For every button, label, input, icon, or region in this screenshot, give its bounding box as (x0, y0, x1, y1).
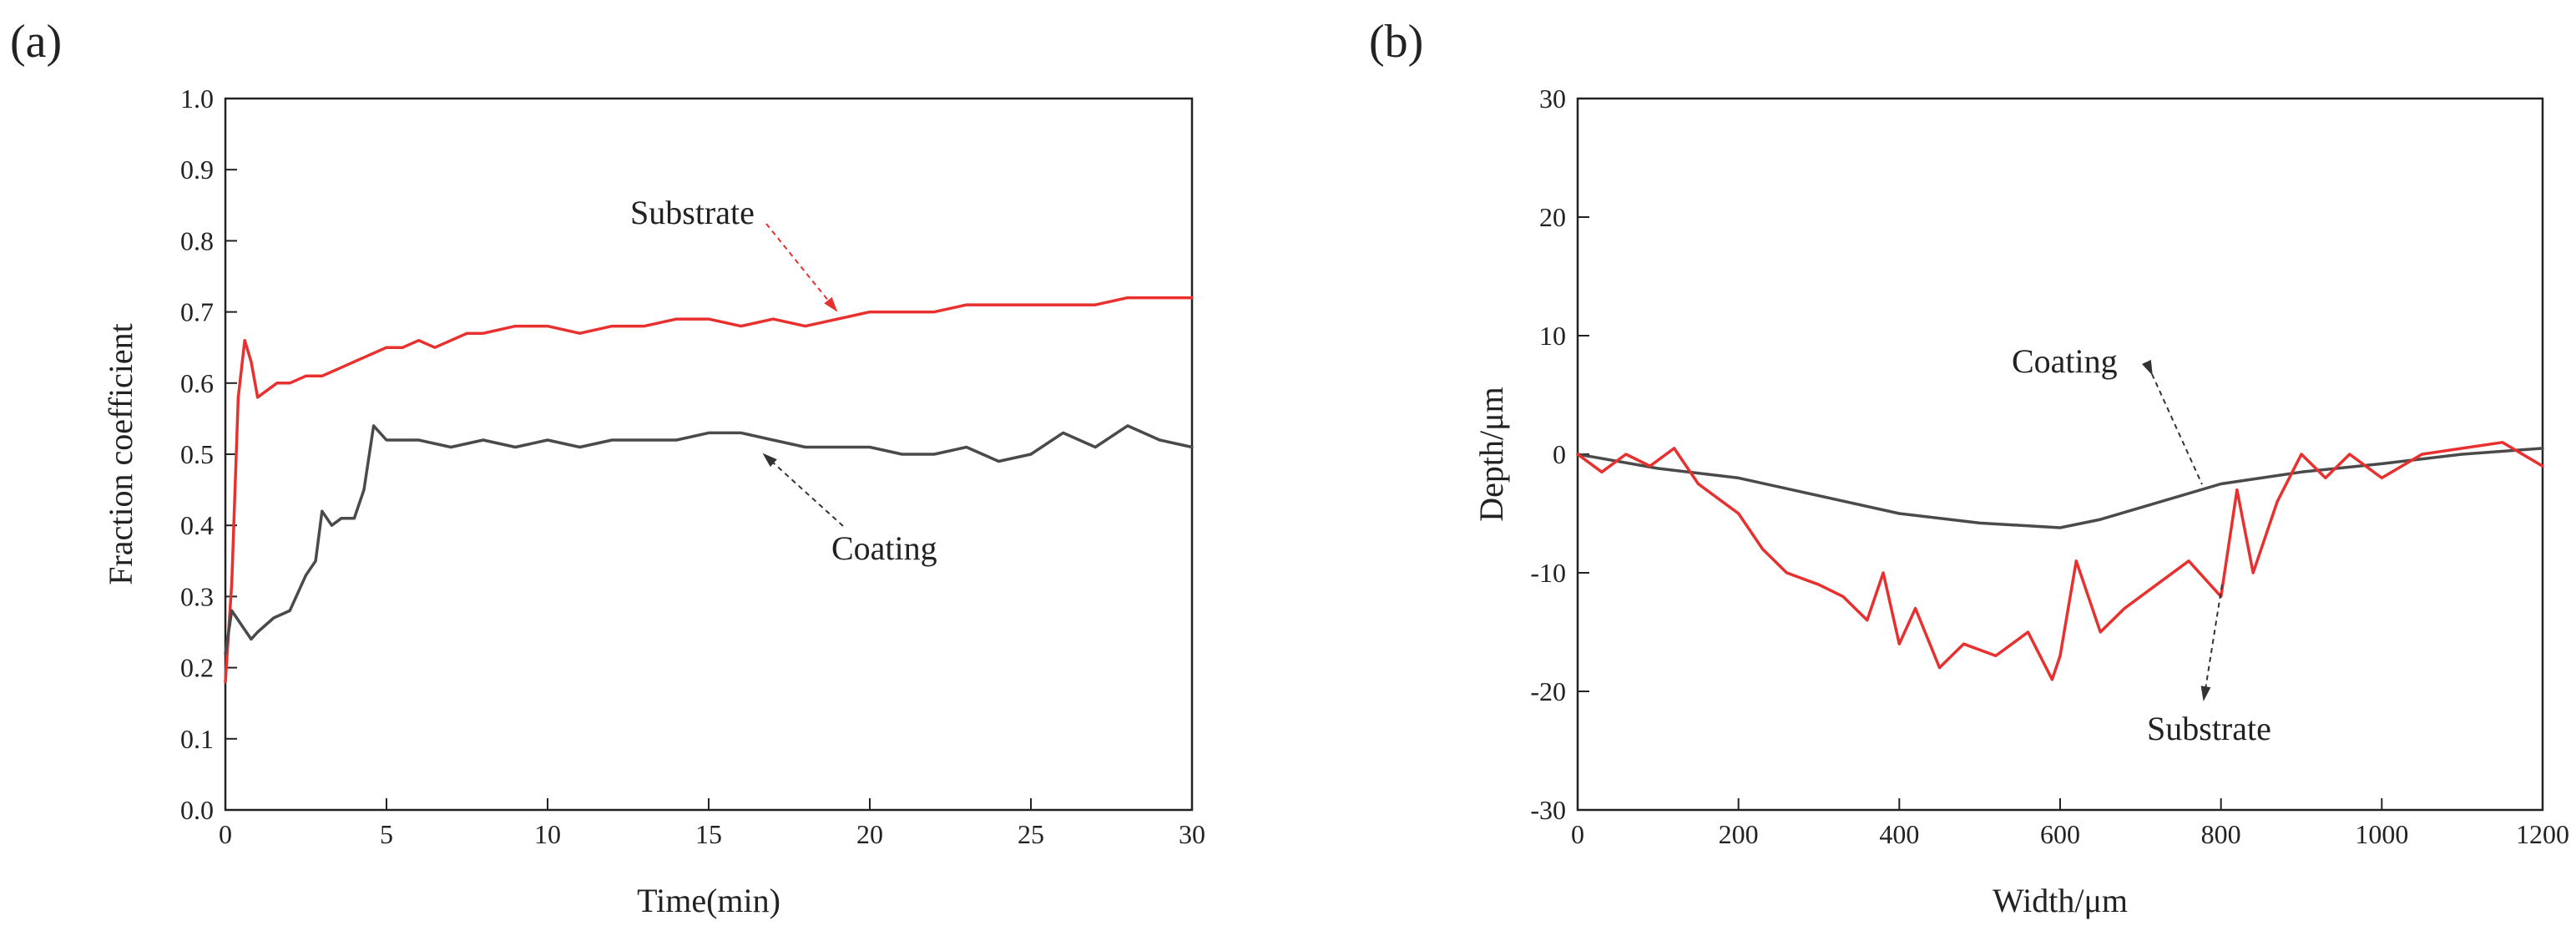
panel-a-substrate-series-line (224, 296, 1194, 684)
panel-b-substrate-arrow (2200, 584, 2223, 701)
panel-b-x-tick-label: 1200 (2516, 819, 2569, 849)
panel-a-x-tick-label: 30 (1179, 819, 1205, 849)
panel-b-substrate-series-line (1576, 441, 2544, 681)
panel-b-y-tick-label: -30 (1530, 795, 1566, 825)
panel-b-y-tick-label: 0 (1553, 439, 1566, 469)
panel-a-ticks: 0 5 10 15 20 25 30 0.0 0.1 0.2 0.3 0.4 0.5 0.6 0.7 0.8 0… (180, 83, 1205, 849)
panel-a-y-tick-label: 0.0 (180, 795, 214, 825)
panel-b-coating-annotation: Coating (2012, 342, 2118, 380)
panel-a-y-tick-label: 1.0 (180, 83, 214, 114)
panel-b-series (1576, 441, 2544, 681)
panel-a-substrate-annotation: Substrate (630, 194, 755, 231)
panel-a-series (224, 296, 1194, 684)
panel-b-y-tick-label: -20 (1530, 676, 1566, 706)
panel-a-coating-arrow (762, 453, 844, 527)
panel-b-y-tick-label: 20 (1539, 202, 1566, 232)
panel-b-x-axis-label: Width/μm (1993, 882, 2128, 919)
panel-a-y-tick-label: 0.6 (180, 368, 214, 398)
panel-b-y-axis-label: Depth/μm (1472, 387, 1510, 521)
panel-a-y-tick-label: 0.9 (180, 154, 214, 185)
panel-a-x-axis-label: Time(min) (637, 882, 780, 919)
panel-a-label: (a) (10, 16, 62, 68)
panel-a-coating-series-line (224, 424, 1194, 655)
panel-b-coating-series-line (1576, 447, 2544, 529)
panel-a-y-tick-label: 0.5 (180, 439, 214, 469)
panel-a-y-tick-label: 0.3 (180, 581, 214, 611)
panel-a-y-tick-label: 0.1 (180, 724, 214, 754)
panel-a-y-tick-label: 0.2 (180, 653, 214, 683)
panel-a-x-tick-label: 25 (1018, 819, 1044, 849)
panel-a-coating-annotation: Coating (831, 529, 937, 567)
panel-a-x-tick-label: 10 (534, 819, 561, 849)
panel-a-y-axis-label: Fraction coefficient (102, 323, 139, 585)
panel-b-ticks: 0 200 400 600 800 1000 1200 -30 -20 -10 0 10 20 30 (1530, 83, 2569, 849)
panel-b-plot-frame (1576, 97, 2544, 812)
panel-b-y-tick-label: 30 (1539, 83, 1566, 114)
panel-a-y-tick-label: 0.4 (180, 510, 214, 540)
panel-b-x-tick-label: 600 (2040, 819, 2080, 849)
panel-b-x-tick-label: 1000 (2355, 819, 2408, 849)
panel-a-x-tick-label: 5 (380, 819, 393, 849)
panel-b-x-tick-label: 400 (1879, 819, 1919, 849)
panel-a-x-tick-label: 15 (695, 819, 722, 849)
panel-a-y-tick-label: 0.8 (180, 225, 214, 256)
panel-b: (b) 0 200 400 600 800 1000 1200 -30 -20 -10 0 10 20 3… (1369, 16, 2569, 919)
panel-b-label: (b) (1369, 16, 1423, 68)
panel-b-x-tick-label: 0 (1571, 819, 1584, 849)
panel-a-x-tick-label: 20 (856, 819, 883, 849)
panel-b-x-tick-label: 200 (1719, 819, 1759, 849)
panel-a-x-tick-label: 0 (219, 819, 232, 849)
panel-a-y-tick-label: 0.7 (180, 297, 214, 327)
panel-b-y-tick-label: -10 (1530, 558, 1566, 588)
panel-b-x-tick-label: 800 (2201, 819, 2241, 849)
panel-a-substrate-arrow (765, 223, 838, 312)
panel-b-y-tick-label: 10 (1539, 321, 1566, 351)
panel-b-substrate-annotation: Substrate (2147, 710, 2271, 747)
panel-a: (a) 0 5 10 15 20 25 30 0.0 0.1 0.2 0.3 0.4 0.5 0.6 0.7… (10, 16, 1205, 919)
panel-b-coating-arrow (2141, 359, 2203, 485)
